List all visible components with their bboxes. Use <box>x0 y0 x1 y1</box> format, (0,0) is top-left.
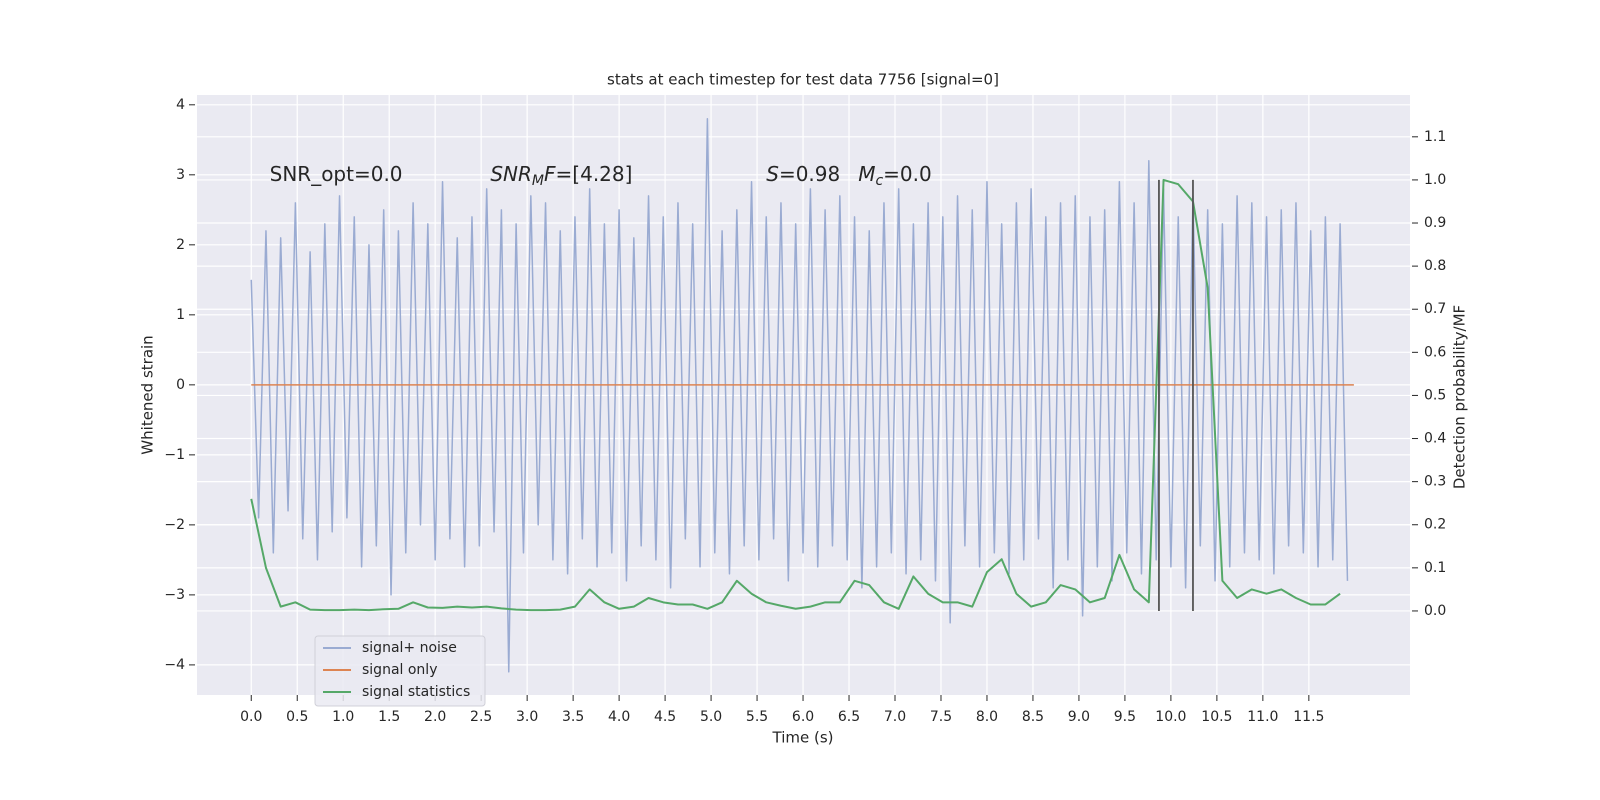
annotation-part: =0.0 <box>883 161 932 185</box>
legend-label: signal only <box>362 662 437 678</box>
y-tick-label: −2 <box>164 517 185 533</box>
y-tick-label: 2 <box>176 237 185 253</box>
annotation-part: =[4.28] <box>556 161 633 185</box>
y2-tick-label: 0.4 <box>1424 431 1446 447</box>
y2-tick-label: 1.0 <box>1424 172 1446 188</box>
y2-tick-label: 0.2 <box>1424 517 1446 533</box>
y2-tick-label: 0.3 <box>1424 474 1446 490</box>
y2-tick-label: 0.1 <box>1424 560 1446 576</box>
x-tick-label: 11.5 <box>1293 709 1324 725</box>
x-tick-label: 9.5 <box>1114 709 1136 725</box>
x-tick-label: 10.5 <box>1201 709 1232 725</box>
annotation: Mc=0.0 <box>858 161 932 189</box>
legend-box <box>314 635 486 707</box>
annotation-part: S <box>766 161 779 185</box>
x-tick-label: 0.5 <box>286 709 308 725</box>
x-tick-label: 8.0 <box>976 709 998 725</box>
annotation: S=0.98 <box>766 161 840 185</box>
x-tick-label: 8.5 <box>1022 709 1044 725</box>
x-tick-label: 7.5 <box>930 709 952 725</box>
y2-tick-label: 0.8 <box>1424 258 1446 274</box>
chart-title: stats at each timestep for test data 775… <box>607 71 999 89</box>
x-tick-label: 3.0 <box>516 709 538 725</box>
y2-tick-label: 0.0 <box>1424 603 1446 619</box>
y2-tick-label: 0.9 <box>1424 215 1446 231</box>
annotation-part: SNR_opt=0.0 <box>270 161 403 185</box>
x-tick-label: 4.0 <box>608 709 630 725</box>
annotation: SNRMF=[4.28] <box>490 161 632 189</box>
y-tick-label: 4 <box>176 97 185 113</box>
annotation-part: c <box>875 173 883 189</box>
x-tick-label: 0.0 <box>240 709 262 725</box>
x-tick-label: 5.5 <box>746 709 768 725</box>
y2-tick-label: 0.6 <box>1424 344 1446 360</box>
x-tick-label: 7.0 <box>884 709 906 725</box>
annotation: SNR_opt=0.0 <box>270 161 403 185</box>
y-tick-label: 0 <box>176 377 185 393</box>
y-tick-label: −4 <box>164 657 185 673</box>
y-tick-label: −1 <box>164 447 185 463</box>
x-tick-label: 5.0 <box>700 709 722 725</box>
x-tick-label: 10.0 <box>1155 709 1186 725</box>
x-tick-label: 6.0 <box>792 709 814 725</box>
annotation-part: M <box>532 173 544 189</box>
annotation-part: F <box>544 161 556 185</box>
x-tick-label: 1.5 <box>378 709 400 725</box>
x-tick-label: 9.0 <box>1068 709 1090 725</box>
y2-tick-label: 1.1 <box>1424 129 1446 145</box>
x-tick-label: 4.5 <box>654 709 676 725</box>
annotation-part: =0.98 <box>779 161 840 185</box>
x-tick-label: 3.5 <box>562 709 584 725</box>
x-tick-label: 2.5 <box>470 709 492 725</box>
legend-label: signal+ noise <box>362 640 457 656</box>
series-line <box>250 118 1349 673</box>
y-tick-label: 3 <box>176 167 185 183</box>
x-tick-label: 6.5 <box>838 709 860 725</box>
x-tick-label: 11.0 <box>1247 709 1278 725</box>
y2-tick-label: 0.7 <box>1424 301 1446 317</box>
x-tick-label: 1.0 <box>332 709 354 725</box>
x-tick-label: 2.0 <box>424 709 446 725</box>
annotation-part: M <box>858 161 875 185</box>
y2-tick-label: 0.5 <box>1424 387 1446 403</box>
y-tick-label: −3 <box>164 587 185 603</box>
x-axis-label: Time (s) <box>772 729 834 747</box>
annotation-part: SNR <box>490 161 532 185</box>
y-axis-label: Whitened strain <box>139 335 157 454</box>
y2-axis-label: Detection probability/MF <box>1451 305 1469 489</box>
legend-label: signal statistics <box>362 684 470 700</box>
y-tick-label: 1 <box>176 307 185 323</box>
